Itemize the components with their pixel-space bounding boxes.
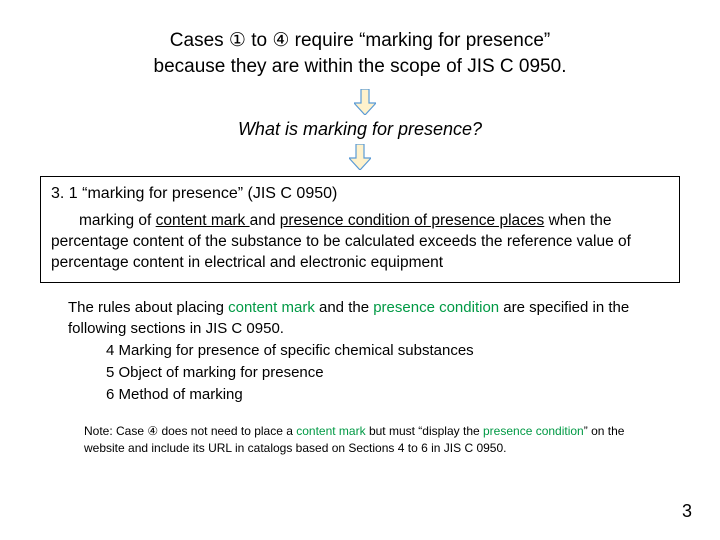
subheader: What is marking for presence?: [40, 119, 680, 140]
header-line2: because they are within the scope of JIS…: [154, 56, 567, 77]
def-mid: and: [250, 212, 280, 229]
rules-presence-condition: presence condition: [373, 299, 499, 316]
list-item: 6 Method of marking: [106, 384, 662, 406]
note-content-mark: content mark: [296, 424, 365, 438]
note-mid: but must “display the: [366, 424, 483, 438]
list-item: 5 Object of marking for presence: [106, 362, 662, 384]
def-pre: marking of: [79, 212, 156, 229]
down-arrow-icon: [354, 89, 376, 115]
note-pre: Note: Case ④ does not need to place a: [84, 424, 296, 438]
rules-intro: The rules about placing content mark and…: [68, 297, 662, 341]
header-line1: Cases ① to ④ require “marking for presen…: [170, 30, 550, 51]
note-presence-condition: presence condition: [483, 424, 584, 438]
definition-box: 3. 1 “marking for presence” (JIS C 0950)…: [40, 176, 680, 282]
rules-intro-pre: The rules about placing: [68, 299, 228, 316]
definition-title: 3. 1 “marking for presence” (JIS C 0950): [51, 183, 669, 205]
rules-content-mark: content mark: [228, 299, 315, 316]
down-arrow-icon: [349, 144, 371, 170]
arrow-1-wrap: [50, 89, 680, 115]
rules-intro-mid: and the: [315, 299, 373, 316]
content-mark-term: content mark: [156, 212, 250, 229]
rules-block: The rules about placing content mark and…: [40, 297, 680, 406]
arrow-2-wrap: [40, 144, 680, 170]
header-block: Cases ① to ④ require “marking for presen…: [40, 28, 680, 79]
list-item: 4 Marking for presence of specific chemi…: [106, 340, 662, 362]
page-number: 3: [682, 501, 692, 522]
rules-list: 4 Marking for presence of specific chemi…: [68, 340, 662, 405]
footnote: Note: Case ④ does not need to place a co…: [40, 423, 680, 455]
presence-condition-term: presence condition of presence places: [280, 212, 545, 229]
definition-body: marking of content mark and presence con…: [51, 211, 669, 274]
